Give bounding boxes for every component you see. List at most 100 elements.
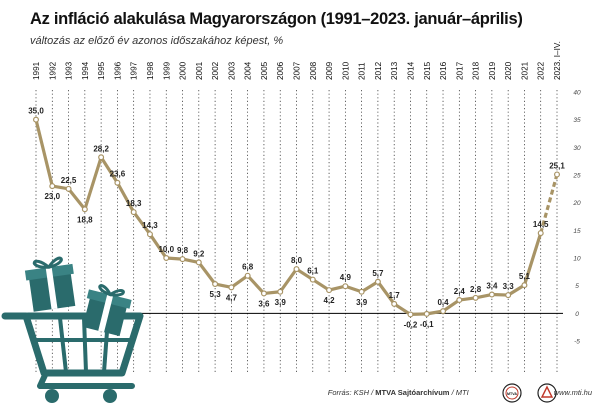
x-tick-label: 2005 (260, 61, 269, 80)
data-label: -0,1 (420, 320, 434, 329)
data-label: 4,2 (324, 296, 336, 305)
x-tick-label: 1999 (162, 61, 171, 80)
y-tick-label: 15 (573, 228, 581, 235)
data-point (537, 230, 544, 237)
data-labels: 35,0 23,022,5 18,8 28,2 23,6 18,3 14,3 10,0 9,8 9… (28, 107, 565, 330)
x-tick-label: 2000 (179, 61, 188, 80)
data-point (163, 255, 170, 262)
data-label: 23,0 (44, 192, 60, 201)
data-point (65, 185, 72, 192)
x-tick-label: 2019 (488, 61, 497, 80)
y-tick-label: 40 (573, 90, 581, 97)
data-label: 3,6 (258, 299, 270, 308)
data-point (423, 310, 430, 317)
x-tick-label: 2007 (293, 61, 302, 80)
x-tick-label: 2008 (309, 61, 318, 80)
data-label: 14,5 (533, 220, 549, 229)
data-label: 18,3 (126, 199, 142, 208)
source-archive: MTVA Sajtóarchívum (375, 388, 450, 397)
mtva-logo-icon: MTVA (502, 383, 522, 403)
data-label: 35,0 (28, 107, 44, 116)
data-point (228, 284, 235, 291)
data-label: 2,4 (454, 287, 466, 296)
gift-box-icon (24, 256, 132, 337)
data-point (98, 154, 105, 161)
x-tick-label: 2006 (276, 61, 285, 80)
y-tick-label: 10 (573, 256, 581, 263)
data-point (277, 288, 284, 295)
data-point (505, 292, 512, 299)
x-tick-label: 2010 (341, 61, 350, 80)
x-tick-label: 2001 (195, 61, 204, 80)
data-point (49, 183, 56, 190)
data-point (179, 256, 186, 263)
data-label: 5,1 (519, 272, 531, 281)
x-tick-label: 1995 (97, 61, 106, 80)
data-label: 22,5 (61, 176, 77, 185)
data-label: 25,1 (549, 161, 565, 170)
data-label: 5,3 (210, 290, 222, 299)
x-tick-label: 1997 (130, 61, 139, 80)
x-tick-labels: 1991 1992 1993 1994 1995 1996 1997 1998 1999 2000… (32, 41, 562, 80)
x-tick-label: 2011 (358, 62, 367, 80)
data-label: 4,7 (226, 293, 238, 302)
data-point (326, 287, 333, 294)
y-tick-labels: -5 0 5 10 15 20 25 30 35 40 (572, 90, 581, 346)
data-label: 28,2 (93, 144, 109, 153)
x-tick-label: 2017 (455, 61, 464, 80)
data-point (488, 291, 495, 298)
x-tick-label: 1996 (113, 61, 122, 80)
data-point (32, 116, 39, 123)
series-line (34, 118, 559, 317)
data-point (130, 209, 137, 216)
y-tick-label: 35 (573, 117, 581, 124)
data-point (244, 272, 251, 279)
x-tick-label: 2014 (406, 61, 415, 80)
data-label: 9,2 (193, 249, 205, 258)
data-point (309, 276, 316, 283)
data-label: 3,9 (275, 298, 287, 307)
x-tick-label: 1991 (32, 61, 41, 80)
y-tick-label: -5 (574, 339, 580, 346)
data-point (342, 283, 349, 290)
data-point (195, 259, 202, 266)
data-label: 5,7 (372, 269, 384, 278)
website-link[interactable]: www.mti.hu (553, 388, 592, 397)
y-tick-label: 30 (573, 145, 581, 152)
x-tick-label: 2012 (374, 61, 383, 80)
data-label: 3,3 (503, 282, 515, 291)
data-point (440, 308, 447, 315)
y-tick-label: 0 (575, 311, 579, 318)
data-label: 3,4 (486, 282, 498, 291)
data-point (553, 171, 560, 178)
x-tick-label: 2021 (520, 61, 529, 80)
data-point (114, 179, 121, 186)
data-label: 3,9 (356, 298, 368, 307)
x-tick-label: 2002 (211, 61, 220, 80)
x-tick-label: 2009 (325, 61, 334, 80)
data-points (32, 116, 560, 318)
x-tick-label: 1993 (65, 61, 74, 80)
y-tick-label: 25 (572, 173, 581, 180)
source-prefix: Forrás: KSH / (327, 388, 376, 397)
data-point (521, 282, 528, 289)
footer-source: Forrás: KSH / MTVA Sajtóarchívum / MTI ww… (328, 388, 592, 397)
x-tick-label: 2003 (227, 61, 236, 80)
x-tick-label: 2016 (439, 61, 448, 80)
data-point (293, 266, 300, 273)
x-tick-label: 2020 (504, 61, 513, 80)
x-tick-label: 2022 (537, 61, 546, 80)
chart-title: Az infláció alakulása Magyarországon (19… (30, 10, 523, 28)
data-label: 18,8 (77, 215, 93, 224)
data-label: 23,6 (110, 170, 126, 179)
data-point (472, 294, 479, 301)
data-label: 4,9 (340, 273, 352, 282)
source-suffix: / MTI (449, 388, 469, 397)
data-label: 0,4 (437, 298, 449, 307)
data-label: -0,2 (404, 320, 418, 329)
data-point (81, 206, 88, 213)
data-point (391, 300, 398, 307)
y-tick-label: 5 (575, 283, 579, 290)
